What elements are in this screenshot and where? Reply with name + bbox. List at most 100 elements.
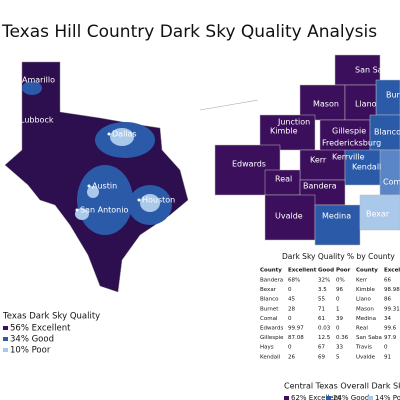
- county-label: Bexar: [366, 210, 390, 219]
- legend-swatch: [284, 396, 289, 400]
- table-cell: Edwards: [260, 326, 283, 332]
- table-header: County: [356, 268, 378, 274]
- table-cell: 71: [318, 306, 325, 312]
- table-cell: Comal: [260, 316, 278, 322]
- table-cell: Mason: [356, 306, 374, 312]
- table-cell: 0: [288, 345, 292, 351]
- county-map: [214, 54, 400, 246]
- table-cell: 86: [384, 297, 391, 303]
- table-cell: Hays: [260, 345, 274, 351]
- table-header: County: [260, 268, 282, 274]
- table-cell: 45: [288, 297, 295, 303]
- table-cell: Kimble: [356, 287, 376, 293]
- table-cell: Blanco: [260, 297, 279, 303]
- table-cell: 66: [384, 278, 391, 284]
- table-cell: 3.5: [318, 287, 327, 293]
- county-label: Bandera: [303, 182, 337, 191]
- county-label: Comal: [383, 178, 400, 187]
- connector: [199, 99, 259, 111]
- table-cell: 98.98: [384, 287, 400, 293]
- poor-zone: [75, 208, 89, 220]
- table-cell: 96: [336, 287, 343, 293]
- table-cell: Kendall: [260, 354, 281, 360]
- city-dot: [137, 198, 141, 202]
- table-cell: Burnet: [260, 306, 279, 312]
- legend-swatch: [368, 396, 373, 400]
- county: [379, 149, 400, 196]
- legend-label: 24% Good: [333, 394, 369, 400]
- table-cell: San Saba: [356, 335, 382, 341]
- county-label: San Saba: [355, 66, 393, 75]
- city-label: Lubbock: [20, 116, 54, 125]
- county: [359, 194, 400, 231]
- table-cell: 34: [384, 316, 391, 322]
- county-label: Medina: [322, 212, 351, 221]
- table-cell: 61: [318, 316, 325, 322]
- table-header: Excellent: [288, 268, 317, 274]
- town-label: Kerrville: [332, 153, 365, 162]
- table-cell: Uvalde: [356, 354, 376, 360]
- table-cell: Bexar: [260, 287, 277, 293]
- county: [314, 204, 361, 246]
- city-label: Austin: [92, 182, 117, 191]
- title: Texas Hill Country Dark Sky Quality Anal…: [1, 22, 377, 42]
- county: [264, 194, 316, 241]
- legend-swatch: [326, 396, 331, 400]
- table-cell: 0.36: [336, 335, 349, 341]
- legend-swatch: [3, 337, 8, 341]
- poor-zone: [110, 128, 134, 146]
- city-label: Dallas: [112, 130, 137, 139]
- table-header: Good: [318, 268, 334, 274]
- poor-zone: [140, 194, 160, 212]
- table-cell: 28: [288, 306, 295, 312]
- table-cell: Kerr: [356, 278, 368, 284]
- table-cell: 1: [336, 306, 340, 312]
- table-cell: 0: [336, 326, 340, 332]
- table-cell: 26: [288, 354, 295, 360]
- county-label: Burnet: [386, 91, 400, 100]
- legend-label: 62% Excellent: [291, 394, 341, 400]
- table-cell: 99.6: [384, 326, 397, 332]
- texas-map: [4, 61, 189, 293]
- legend-label: 10% Poor: [10, 346, 51, 356]
- table-cell: 12.5: [318, 335, 331, 341]
- legend-title: Central Texas Overall Dark Sky Quality: [284, 382, 400, 391]
- city-label: San Antonio: [80, 206, 128, 215]
- table-cell: 55: [318, 297, 325, 303]
- city-label: Houston: [142, 196, 175, 205]
- table-cell: 0: [288, 316, 292, 322]
- legend-swatch: [3, 326, 8, 330]
- county-label: Kimble: [270, 127, 298, 136]
- legend-swatch: [3, 348, 8, 352]
- county-label: Edwards: [232, 160, 266, 169]
- county: [264, 169, 301, 196]
- city-dot: [87, 184, 91, 188]
- table-cell: 91: [384, 354, 391, 360]
- county-label: Llano: [355, 100, 377, 109]
- county-label: Uvalde: [275, 212, 303, 221]
- table-cell: Gillespie: [260, 335, 284, 341]
- county: [299, 84, 346, 121]
- table-cell: 0: [336, 297, 340, 303]
- county-label: Blanco: [374, 128, 400, 137]
- county: [369, 114, 400, 151]
- legend-label: 56% Excellent: [10, 324, 71, 334]
- table-cell: Real: [356, 326, 368, 332]
- table-cell: 67: [318, 345, 325, 351]
- table-cell: 0.03: [318, 326, 331, 332]
- county-label: Kendall: [352, 163, 381, 172]
- legend-title: Texas Dark Sky Quality: [2, 312, 100, 322]
- table-cell: 0: [384, 345, 388, 351]
- poor-zone: [87, 186, 99, 198]
- table-cell: 32%: [318, 278, 330, 284]
- table-cell: 99.97: [288, 326, 304, 332]
- county-label: Kerr: [310, 156, 327, 165]
- county: [259, 114, 316, 151]
- city-dot: [15, 118, 19, 122]
- county-label: Gillespie: [332, 127, 366, 136]
- good-zone: [22, 81, 42, 95]
- city-label: Amarillo: [22, 76, 55, 85]
- county-label: Mason: [313, 100, 339, 109]
- legend-label: 14% Poor: [375, 394, 400, 400]
